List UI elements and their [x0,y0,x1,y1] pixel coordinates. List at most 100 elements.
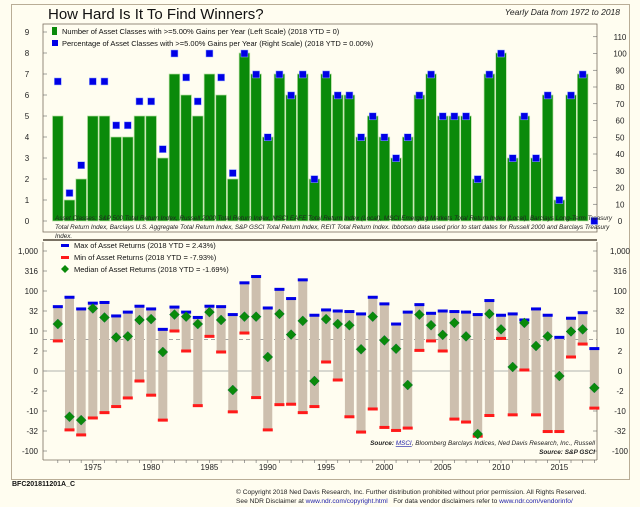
percentage-marker [77,161,85,169]
range-bar [414,304,424,351]
range-bar [251,276,261,398]
min-marker [332,378,343,382]
min-marker [402,426,413,430]
msci-link[interactable]: MSCI [396,440,412,447]
median-marker [64,411,75,423]
median-marker [507,361,518,373]
count-bar [320,73,332,222]
chart-subtitle: Yearly Data from 1972 to 2018 [504,7,620,17]
range-bar [473,314,483,437]
left-tick-label: 2 [25,175,30,184]
min-marker [507,413,518,417]
count-bar [507,157,519,222]
median-marker [495,324,507,335]
count-bar [495,52,507,222]
right-tick-label: 60 [616,117,625,126]
top-plot-border [42,23,598,233]
max-marker [332,309,343,313]
median-marker [52,318,64,330]
median-marker [110,332,122,343]
count-bar [518,115,531,222]
min-marker [356,430,367,434]
median-marker [239,311,250,322]
min-marker [251,396,262,400]
median-marker [145,313,157,325]
asset-classes-note: Total Return Index, Barclays U.S. Aggreg… [55,224,610,231]
range-bar [216,306,226,352]
left-tick-label: 6 [25,91,30,100]
max-marker [227,313,238,317]
percentage-marker [124,121,132,130]
max-marker [286,297,297,301]
count-bar [425,73,437,222]
median-marker [402,379,414,391]
right-tick-label: 80 [616,83,625,92]
range-bar [554,337,564,432]
percentage-marker [508,154,517,162]
median-marker [320,313,332,325]
right-tick-label: 50 [616,133,625,142]
count-bar [390,157,402,222]
right-tick-label: 0 [618,217,623,226]
min-marker [297,411,308,415]
range-bar [88,303,98,418]
copyright-text: © Copyright 2018 Ned Davis Research, Inc… [236,489,587,496]
median-marker [204,306,215,318]
left-tick-label: 100 [25,287,39,296]
range-bar [344,311,354,417]
median-marker [344,319,355,331]
right-tick-label: 0 [618,367,623,376]
count-bar [75,178,87,222]
median-marker [379,335,390,346]
max-marker [297,278,308,282]
x-tick-label: 1980 [142,463,160,472]
vendor-link[interactable]: www.ndr.com/vendorinfo/ [499,498,573,505]
min-marker [204,334,215,338]
count-bar [343,94,356,222]
percentage-marker [65,189,74,197]
count-bar [52,115,64,222]
left-tick-label: 1 [25,196,30,205]
count-bar [215,94,227,222]
min-marker [391,428,402,432]
count-bar [576,73,589,222]
left-tick-label: 4 [25,133,30,142]
median-marker [180,311,192,322]
range-bar [193,317,203,406]
chart-code: BFC201811201A_C [12,481,76,488]
max-marker [52,305,63,309]
count-bar [273,73,286,222]
count-bar [145,115,157,222]
percentage-marker [147,97,155,106]
max-marker [262,306,273,310]
count-bar [460,115,472,222]
left-tick-label: 32 [29,307,38,316]
max-marker [461,310,472,314]
max-marker [449,310,460,314]
count-bar [98,115,111,222]
percentage-marker [403,133,412,141]
right-tick-label: 10 [616,200,625,209]
max-marker [437,309,448,313]
right-tick-label: 110 [614,33,627,42]
left-tick-label: 0 [34,367,39,376]
percentage-marker [473,175,482,183]
right-tick-label: 20 [616,184,625,193]
right-tick-label: 2 [618,347,623,356]
count-bar [238,52,251,222]
percentage-marker [333,91,342,100]
x-tick-label: 2015 [550,463,568,472]
min-marker [531,413,542,417]
percentage-marker [217,73,225,82]
range-bar [543,315,553,432]
left-tick-label: 7 [25,70,30,79]
max-marker [402,310,413,314]
min-marker [449,417,460,421]
count-bar [168,73,181,222]
max-marker [414,303,425,307]
max-marker [507,312,518,316]
left-tick-label: -2 [31,387,39,396]
copyright-link[interactable]: www.ndr.com/copyright.html [305,498,388,505]
percentage-marker [578,70,587,79]
legend-median-label: Median of Asset Returns (2018 YTD = -1.6… [74,265,229,274]
